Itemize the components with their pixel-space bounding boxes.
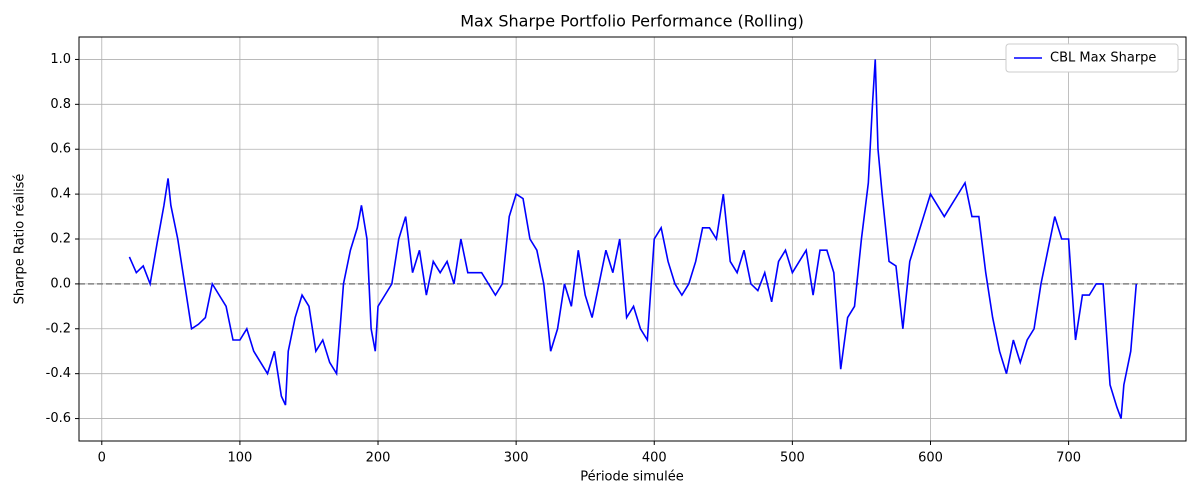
y-tick-label: 0.6 (50, 142, 71, 157)
chart-title: Max Sharpe Portfolio Performance (Rollin… (460, 12, 804, 31)
x-axis-label: Période simulée (580, 470, 684, 485)
y-tick-label: 1.0 (50, 52, 71, 67)
x-tick-label: 500 (780, 451, 805, 466)
y-tick-label: -0.2 (46, 321, 71, 336)
y-tick-label: 0.2 (50, 232, 71, 247)
x-tick-label: 0 (98, 451, 106, 466)
legend-label: CBL Max Sharpe (1050, 51, 1156, 66)
y-tick-label: 0.8 (50, 97, 71, 112)
y-tick-label: 0.0 (50, 276, 71, 291)
x-tick-label: 100 (227, 451, 252, 466)
x-tick-label: 700 (1056, 451, 1081, 466)
x-tick-label: 300 (504, 451, 529, 466)
y-tick-label: -0.6 (46, 411, 71, 426)
x-tick-label: 600 (918, 451, 943, 466)
data-line (128, 59, 1138, 419)
legend-box (1005, 43, 1179, 73)
y-tick-label: -0.4 (46, 366, 71, 381)
y-tick-label: 0.4 (50, 187, 71, 202)
x-tick-label: 400 (642, 451, 667, 466)
x-tick-label: 200 (366, 451, 391, 466)
axes-frame (78, 36, 1187, 442)
y-axis-label: Sharpe Ratio réalisé (13, 174, 28, 305)
